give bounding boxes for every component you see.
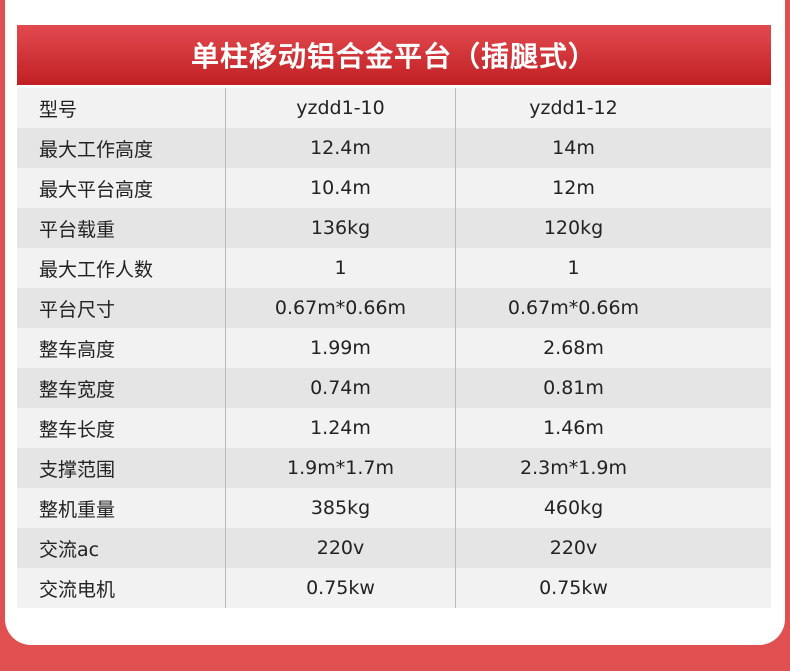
table-row: 整车高度 1.99m 2.68m	[17, 328, 771, 368]
spec-value: 1.46m	[455, 408, 691, 448]
table-row: 支撑范围 1.9m*1.7m 2.3m*1.9m	[17, 448, 771, 488]
spec-value: 0.74m	[225, 368, 455, 408]
spec-value: 0.81m	[455, 368, 691, 408]
spec-label: 型号	[39, 98, 78, 121]
spec-value: 385kg	[225, 488, 455, 528]
spec-label: 支撑范围	[39, 458, 116, 481]
spec-value: 2.68m	[455, 328, 691, 368]
spec-value: 460kg	[455, 488, 691, 528]
table-row: 型号 yzdd1-10 yzdd1-12	[17, 88, 771, 128]
table-row: 整车长度 1.24m 1.46m	[17, 408, 771, 448]
spec-value: 10.4m	[225, 168, 455, 208]
spec-label: 交流电机	[39, 578, 116, 601]
spec-value: 1.24m	[225, 408, 455, 448]
table-row: 平台载重 136kg 120kg	[17, 208, 771, 248]
page-title: 单柱移动铝合金平台（插腿式）	[17, 25, 771, 85]
spec-label: 最大平台高度	[39, 178, 154, 201]
spec-value: 12m	[455, 168, 691, 208]
spec-value: 1	[225, 248, 455, 288]
spec-value: yzdd1-10	[225, 88, 455, 128]
spec-label: 整车长度	[39, 418, 116, 441]
table-row: 交流ac 220v 220v	[17, 528, 771, 568]
spec-value: 0.75kw	[455, 568, 691, 608]
table-row: 最大工作高度 12.4m 14m	[17, 128, 771, 168]
table-row: 平台尺寸 0.67m*0.66m 0.67m*0.66m	[17, 288, 771, 328]
table-row: 整机重量 385kg 460kg	[17, 488, 771, 528]
spec-value: 120kg	[455, 208, 691, 248]
spec-value: yzdd1-12	[455, 88, 691, 128]
spec-table: 型号 yzdd1-10 yzdd1-12 最大工作高度 12.4m 14m 最大平台高度 10…	[17, 88, 771, 608]
spec-label: 整车宽度	[39, 378, 116, 401]
spec-label: 平台载重	[39, 218, 116, 241]
spec-value: 1.9m*1.7m	[225, 448, 455, 488]
spec-value: 136kg	[225, 208, 455, 248]
spec-value: 0.67m*0.66m	[225, 288, 455, 328]
title-text: 单柱移动铝合金平台（插腿式）	[190, 40, 597, 73]
spec-value: 0.67m*0.66m	[455, 288, 691, 328]
spec-label: 交流ac	[39, 538, 100, 561]
spec-value: 2.3m*1.9m	[455, 448, 691, 488]
table-row: 交流电机 0.75kw 0.75kw	[17, 568, 771, 608]
spec-value: 1.99m	[225, 328, 455, 368]
spec-label: 整机重量	[39, 498, 116, 521]
table-row: 最大平台高度 10.4m 12m	[17, 168, 771, 208]
spec-label: 整车高度	[39, 338, 116, 361]
spec-label: 最大工作人数	[39, 258, 154, 281]
spec-value: 0.75kw	[225, 568, 455, 608]
spec-value: 14m	[455, 128, 691, 168]
spec-label: 最大工作高度	[39, 138, 154, 161]
table-row: 整车宽度 0.74m 0.81m	[17, 368, 771, 408]
spec-value: 1	[455, 248, 691, 288]
spec-label: 平台尺寸	[39, 298, 116, 321]
spec-value: 220v	[455, 528, 691, 568]
spec-value: 12.4m	[225, 128, 455, 168]
spec-value: 220v	[225, 528, 455, 568]
table-row: 最大工作人数 1 1	[17, 248, 771, 288]
